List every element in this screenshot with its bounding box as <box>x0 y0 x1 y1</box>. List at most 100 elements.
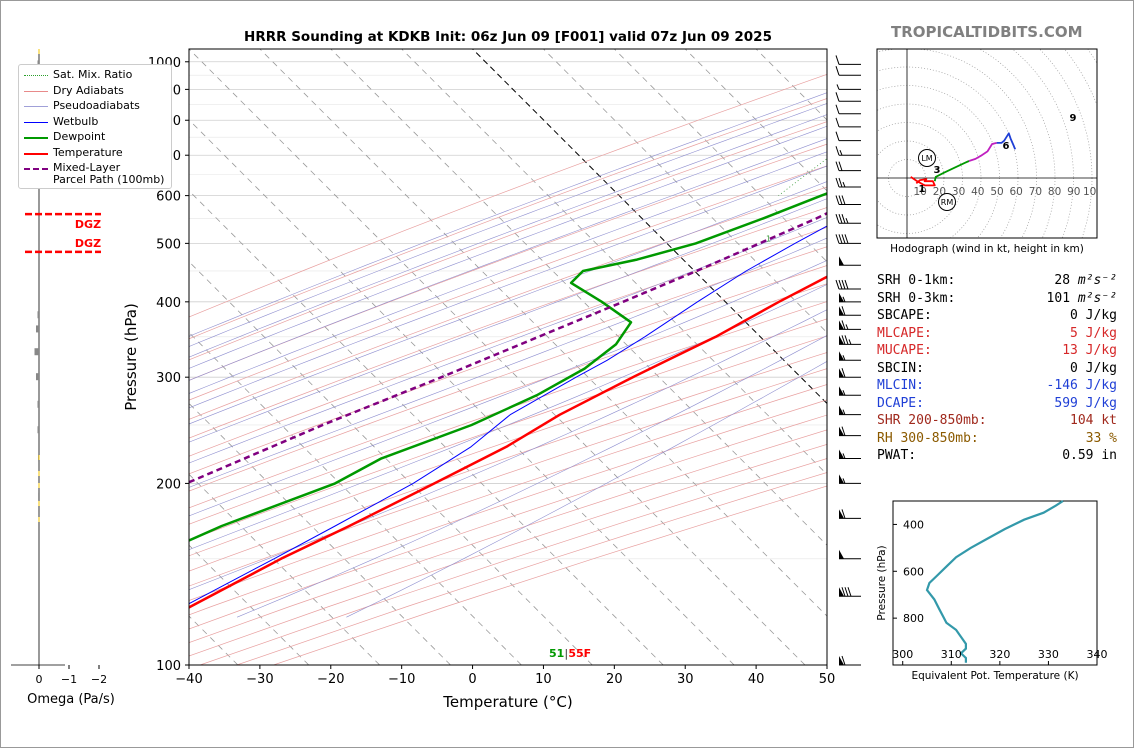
wind-barb <box>839 587 861 596</box>
index-row: MLCIN:-146 J/kg <box>877 377 1117 395</box>
omega-bar <box>38 311 40 318</box>
index-row: SRH 0-1km:28 m²s⁻² <box>877 272 1117 290</box>
y-axis-label: Pressure (hPa) <box>122 303 140 411</box>
index-unit: m²s⁻² <box>1070 273 1117 288</box>
hodograph-ring-label: 30 <box>952 186 965 198</box>
index-value-number: 599 J/kg <box>1054 396 1117 411</box>
omega-axis-label: Omega (Pa/s) <box>27 692 115 707</box>
dgz-label: DGZ <box>75 237 101 250</box>
index-row: SRH 0-3km:101 m²s⁻² <box>877 290 1117 308</box>
mixing-ratio-label: 36 <box>1108 234 1118 243</box>
surface-label: 51|55F <box>549 647 591 660</box>
y-tick-label: 100 <box>156 659 181 674</box>
index-label: SRH 0-1km: <box>877 272 955 290</box>
hodograph-ring-label: 90 <box>1067 186 1080 198</box>
x-tick-label: 20 <box>606 672 623 687</box>
index-row: MUCAPE:13 J/kg <box>877 342 1117 360</box>
wind-barb-flag <box>839 214 842 223</box>
omega-bar <box>38 401 40 408</box>
omega-tick-label: 0 <box>36 673 43 686</box>
wind-barb <box>836 92 861 101</box>
isotherm-line <box>118 49 734 665</box>
index-value: 0.59 in <box>997 447 1117 465</box>
x-tick-label: 10 <box>535 672 552 687</box>
wind-barb-flag <box>836 195 839 204</box>
thetae-y-tick-label: 800 <box>903 612 924 625</box>
wind-barb-flag <box>845 335 848 344</box>
wind-barb-half <box>837 84 839 89</box>
wind-barb-half <box>849 339 851 344</box>
thetae-x-tick-label: 330 <box>1038 648 1059 661</box>
hodograph-height-marker: 9 <box>1070 113 1077 124</box>
hodograph-caption: Hodograph (wind in kt, height in km) <box>890 243 1084 255</box>
wind-barb <box>837 84 861 89</box>
index-row: SBCIN:0 J/kg <box>877 360 1117 378</box>
omega-tick-label: −2 <box>91 673 107 686</box>
omega-bar <box>38 426 40 433</box>
mixing-ratio-line <box>1035 49 1134 196</box>
thetae-x-axis-label: Equivalent Pot. Temperature (K) <box>911 670 1078 682</box>
hodograph-ring-label: 80 <box>1048 186 1061 198</box>
wind-barb <box>836 132 861 141</box>
brand-watermark: TROPICALTIDBITS.COM <box>891 23 1083 41</box>
x-tick-label: 40 <box>748 672 765 687</box>
thetae-y-tick-label: 600 <box>903 565 924 578</box>
mixing-ratio-line <box>898 49 1098 196</box>
wind-barb-flag <box>842 280 845 289</box>
hodograph-height-marker: 1 <box>919 184 926 195</box>
index-value-number: 104 kt <box>1070 413 1117 428</box>
legend-swatch <box>24 153 48 155</box>
wind-barb-flag <box>836 132 839 141</box>
hodograph-segment <box>969 143 997 161</box>
x-tick-label: −40 <box>175 672 202 687</box>
chart-title: HRRR Sounding at KDKB Init: 06z Jun 09 [… <box>244 29 772 45</box>
wind-barb-half <box>843 182 845 187</box>
wind-barb-flag <box>836 146 839 155</box>
wind-barb-flag <box>845 234 848 243</box>
wind-barb-flag <box>839 234 842 243</box>
index-value: 104 kt <box>997 412 1117 430</box>
wind-barb <box>839 368 861 377</box>
index-value-number: 33 % <box>1086 431 1117 446</box>
index-row: MLCAPE:5 J/kg <box>877 325 1117 343</box>
index-row: DCAPE:599 J/kg <box>877 395 1117 413</box>
index-row: SHR 200-850mb:104 kt <box>877 412 1117 430</box>
wind-barb-flag <box>839 195 842 204</box>
wind-barb-flag <box>836 118 839 127</box>
index-value: 33 % <box>997 430 1117 448</box>
wind-barb-pennant <box>839 550 844 559</box>
index-value: 599 J/kg <box>997 395 1117 413</box>
wind-barb <box>839 406 861 415</box>
index-value: 5 J/kg <box>997 325 1117 343</box>
wind-barb-flag <box>845 280 848 289</box>
wind-barb <box>839 351 861 360</box>
x-tick-label: −20 <box>317 672 344 687</box>
wind-barb-flag <box>836 55 839 64</box>
wind-barb-flag <box>848 587 851 596</box>
wind-barb <box>839 293 861 302</box>
hodograph-frame <box>877 49 1097 238</box>
wind-barb <box>839 474 861 483</box>
x-tick-label: 50 <box>819 672 836 687</box>
index-value-number: 13 J/kg <box>1062 343 1117 358</box>
index-unit: m²s⁻² <box>1070 291 1117 306</box>
wind-barb-half <box>840 150 842 155</box>
legend-swatch <box>24 75 48 76</box>
index-value-number: 5 J/kg <box>1070 326 1117 341</box>
wind-barb <box>836 280 861 289</box>
hodograph-height-marker: 6 <box>1003 141 1010 152</box>
x-tick-label: −30 <box>246 672 273 687</box>
thetae-x-tick-label: 310 <box>941 648 962 661</box>
wind-barb-flag <box>836 92 839 101</box>
legend-label: Wetbulb <box>53 116 98 128</box>
mixing-ratio-line <box>986 49 1134 196</box>
wind-barb <box>839 320 861 329</box>
thetae-x-tick-label: 340 <box>1087 648 1108 661</box>
index-value: 13 J/kg <box>997 342 1117 360</box>
y-tick-label: 600 <box>156 190 181 205</box>
wind-barb-flag <box>836 280 839 289</box>
index-value-number: 101 <box>1047 291 1070 306</box>
hodograph-ring-label: 50 <box>990 186 1003 198</box>
